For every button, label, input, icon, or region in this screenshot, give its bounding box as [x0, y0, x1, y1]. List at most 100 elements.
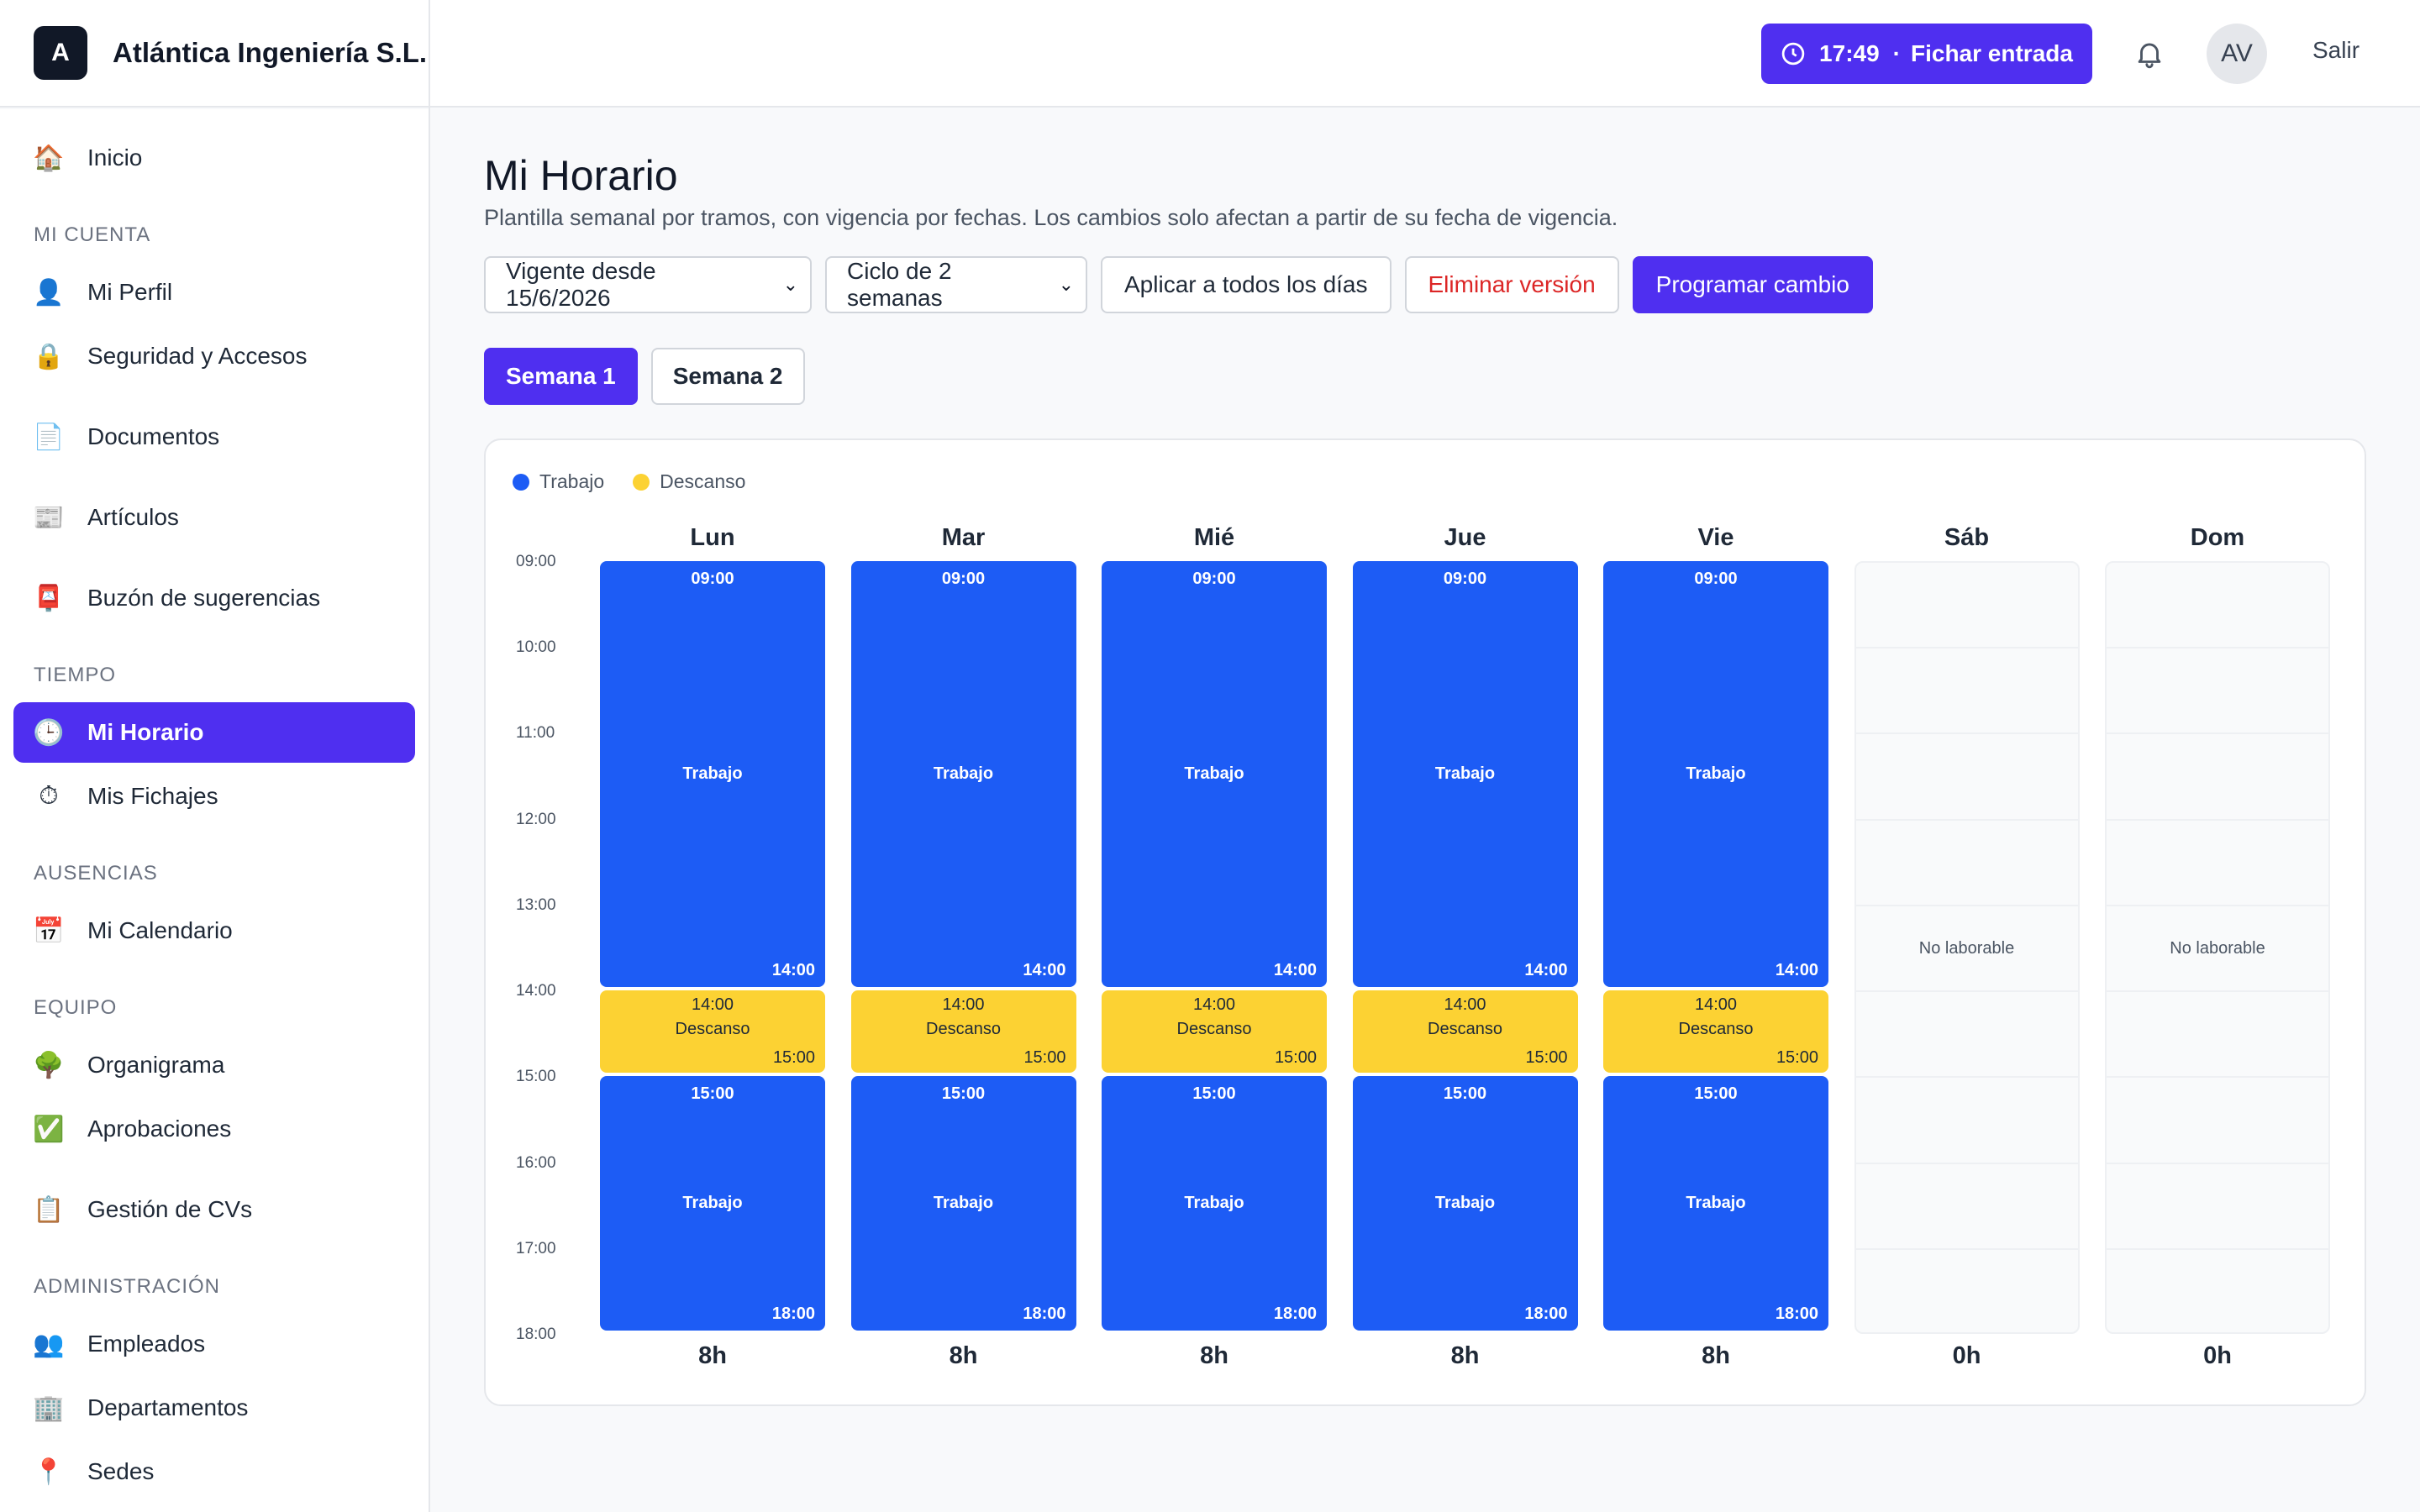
sidebar-item-inicio[interactable]: 🏠 Inicio: [13, 128, 415, 188]
work-block[interactable]: 15:00 Trabajo 18:00: [1603, 1076, 1828, 1331]
brand-logo: A: [34, 26, 87, 80]
sidebar-item-label: Documentos: [87, 423, 220, 449]
work-block[interactable]: 15:00 Trabajo 18:00: [850, 1076, 1076, 1331]
delete-version-button[interactable]: Eliminar versión: [1404, 256, 1619, 313]
day-column[interactable]: 09:00 Trabajo 14:00 14:00 Descanso 15:00 15:00…: [1102, 561, 1327, 1334]
work-block[interactable]: 09:00 Trabajo 14:00: [1352, 561, 1578, 988]
mailbox-icon: 📮: [33, 584, 65, 612]
legend-label: Descanso: [660, 470, 746, 492]
sidebar-item-mi-calendario[interactable]: 📅 Mi Calendario: [13, 900, 415, 961]
clock-separator: ·: [1892, 40, 1901, 66]
sidebar-item-organigrama[interactable]: 🌳 Organigrama: [13, 1035, 415, 1095]
legend-dot-trabajo: [513, 473, 529, 491]
day-column[interactable]: 09:00 Trabajo 14:00 14:00 Descanso 15:00 15:00…: [1603, 561, 1828, 1334]
person-icon: 👤: [33, 278, 65, 307]
section-title-mi-cuenta: MI CUENTA: [34, 223, 151, 246]
day-column[interactable]: 09:00 Trabajo 14:00 14:00 Descanso 15:00 15:00…: [600, 561, 825, 1334]
work-block[interactable]: 15:00 Trabajo 18:00: [1102, 1076, 1327, 1331]
segment-end-time: 15:00: [1525, 1048, 1568, 1068]
day-total-hours: 8h: [1702, 1342, 1730, 1369]
work-block[interactable]: 09:00 Trabajo 14:00: [1102, 561, 1327, 988]
logout-link[interactable]: Salir: [2312, 37, 2360, 63]
segment-end-time: 18:00: [771, 1304, 815, 1323]
segment-start-time: 09:00: [691, 570, 734, 588]
sidebar-item-label: Aprobaciones: [87, 1116, 232, 1142]
sidebar-item-aprobaciones[interactable]: ✅ Aprobaciones: [13, 1099, 415, 1159]
legend-dot-descanso: [633, 473, 650, 491]
break-block[interactable]: 14:00 Descanso 15:00: [1603, 990, 1828, 1074]
sidebar-item-articulos[interactable]: 📰 Artículos: [13, 487, 415, 548]
clock-in-button[interactable]: 17:49 · Fichar entrada: [1761, 24, 2092, 84]
segment-start-time: 09:00: [1443, 570, 1487, 588]
work-block[interactable]: 15:00 Trabajo 18:00: [600, 1076, 825, 1331]
sidebar-item-label: Mis Fichajes: [87, 783, 218, 809]
sidebar-item-buzon[interactable]: 📮 Buzón de sugerencias: [13, 568, 415, 628]
schedule-toolbar: Vigente desde 15/6/2026 ⌄ Ciclo de 2 sem…: [484, 256, 1886, 313]
hour-gridline: [2107, 647, 2328, 649]
sidebar-item-mi-perfil[interactable]: 👤 Mi Perfil: [13, 262, 415, 323]
house-icon: 🏠: [33, 144, 65, 172]
sidebar-item-gestion-cvs[interactable]: 📋 Gestión de CVs: [13, 1179, 415, 1240]
day-header: Mar: [941, 524, 986, 551]
work-block[interactable]: 15:00 Trabajo 18:00: [1352, 1076, 1578, 1331]
segment-label: Descanso: [675, 1020, 750, 1039]
break-block[interactable]: 14:00 Descanso 15:00: [1352, 990, 1578, 1074]
chevron-down-icon: ⌄: [1058, 274, 1074, 295]
day-column[interactable]: 09:00 Trabajo 14:00 14:00 Descanso 15:00 15:00…: [850, 561, 1076, 1334]
segment-end-time: 14:00: [1273, 961, 1317, 980]
brand[interactable]: A Atlántica Ingeniería S.L.: [34, 26, 427, 80]
cycle-select-value: Ciclo de 2 semanas: [847, 258, 952, 311]
day-total-hours: 8h: [1450, 1342, 1480, 1369]
hour-label: 13:00: [516, 895, 556, 914]
apply-all-days-button[interactable]: Aplicar a todos los días: [1101, 256, 1392, 313]
work-block[interactable]: 09:00 Trabajo 14:00: [600, 561, 825, 988]
hour-gridline: [1855, 1162, 2078, 1164]
sidebar-item-mi-horario[interactable]: 🕒 Mi Horario: [13, 702, 415, 763]
break-block[interactable]: 14:00 Descanso 15:00: [600, 990, 825, 1074]
section-title-ausencias: AUSENCIAS: [34, 862, 158, 885]
top-header: A Atlántica Ingeniería S.L. 17:49 · Fich…: [0, 0, 2420, 108]
tab-semana-1[interactable]: Semana 1: [484, 348, 638, 405]
segment-end-time: 18:00: [1023, 1304, 1066, 1323]
cycle-select[interactable]: Ciclo de 2 semanas ⌄: [825, 256, 1087, 313]
schedule-change-button[interactable]: Programar cambio: [1632, 256, 1873, 313]
segment-start-time: 14:00: [1444, 995, 1486, 1015]
stopwatch-icon: ⏱: [39, 782, 59, 810]
chevron-down-icon: ⌄: [782, 274, 798, 295]
segment-start-time: 14:00: [1192, 995, 1236, 1015]
page-title: Mi Horario: [484, 152, 678, 199]
break-block[interactable]: 14:00 Descanso 15:00: [1102, 990, 1327, 1074]
notifications-bell-icon[interactable]: [2131, 34, 2168, 74]
segment-start-time: 14:00: [691, 995, 734, 1015]
sidebar-item-sedes[interactable]: 📍 Sedes: [13, 1441, 415, 1502]
hour-label: 14:00: [516, 982, 556, 1000]
hour-gridline: [2107, 1162, 2328, 1164]
work-block[interactable]: 09:00 Trabajo 14:00: [850, 561, 1076, 988]
tab-semana-2[interactable]: Semana 2: [650, 348, 805, 405]
sidebar-item-label: Empleados: [87, 1331, 206, 1357]
sidebar-item-documentos[interactable]: 📄 Documentos: [13, 407, 415, 467]
company-name: Atlántica Ingeniería S.L.: [113, 37, 428, 68]
segment-label: Trabajo: [1184, 1193, 1244, 1212]
sidebar: 🏠 Inicio MI CUENTA 👤 Mi Perfil 🔒 Segurid…: [0, 109, 429, 1512]
segment-start-time: 14:00: [942, 995, 985, 1015]
day-column[interactable]: No laborable: [1854, 561, 2080, 1334]
day-column[interactable]: No laborable: [2105, 561, 2330, 1334]
day-column[interactable]: 09:00 Trabajo 14:00 14:00 Descanso 15:00 15:00…: [1352, 561, 1578, 1334]
legend-item-trabajo: Trabajo: [513, 470, 604, 493]
break-block[interactable]: 14:00 Descanso 15:00: [850, 990, 1076, 1074]
work-block[interactable]: 09:00 Trabajo 14:00: [1603, 561, 1828, 988]
hour-gridline: [2107, 1076, 2328, 1079]
clock-time: 17:49: [1819, 40, 1880, 66]
hour-gridline: [1855, 990, 2078, 993]
sidebar-item-label: Mi Horario: [87, 719, 204, 745]
avatar[interactable]: AV: [2207, 24, 2267, 84]
hour-label: 09:00: [516, 553, 556, 570]
version-select[interactable]: Vigente desde 15/6/2026 ⌄: [484, 256, 812, 313]
sidebar-item-empleados[interactable]: 👥 Empleados: [13, 1314, 415, 1374]
sidebar-item-seguridad[interactable]: 🔒 Seguridad y Accesos: [13, 326, 415, 386]
sidebar-item-mis-fichajes[interactable]: ⏱ Mis Fichajes: [13, 766, 415, 827]
non-working-label: No laborable: [2170, 939, 2265, 958]
version-select-value: Vigente desde 15/6/2026: [506, 258, 656, 311]
sidebar-item-departamentos[interactable]: 🏢 Departamentos: [13, 1378, 415, 1438]
